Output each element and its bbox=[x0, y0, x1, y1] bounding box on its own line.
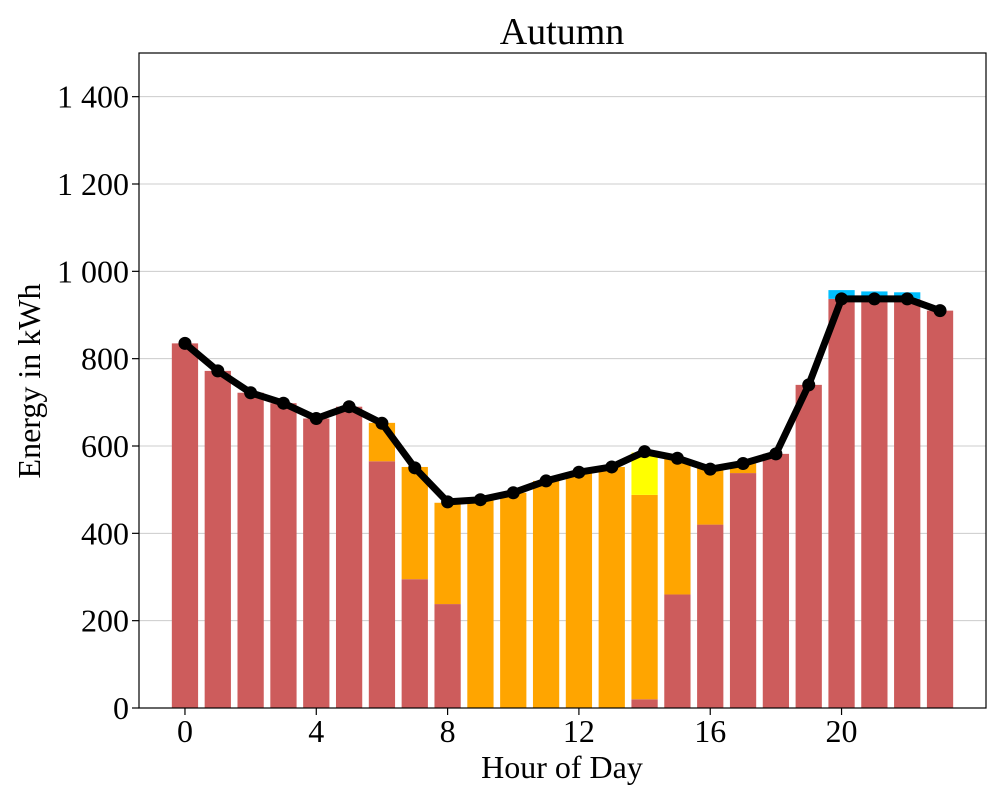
line-point bbox=[244, 386, 258, 400]
bar-segment bbox=[762, 453, 790, 708]
bar-segment bbox=[434, 604, 461, 708]
line-point bbox=[638, 445, 652, 459]
line-point bbox=[342, 400, 356, 414]
bar-segment bbox=[861, 298, 888, 708]
x-tick-label: 12 bbox=[563, 713, 595, 749]
line-point bbox=[375, 416, 389, 430]
bar-segment bbox=[171, 343, 199, 708]
bar-segment bbox=[894, 298, 921, 708]
bar-segment bbox=[532, 480, 560, 708]
plot-border bbox=[138, 52, 987, 709]
bar-segment bbox=[237, 392, 264, 708]
line-point bbox=[670, 451, 684, 465]
line-series bbox=[178, 292, 947, 509]
line-point bbox=[933, 304, 947, 318]
bar-segment bbox=[697, 524, 724, 708]
line-point bbox=[441, 495, 455, 509]
line-point bbox=[835, 292, 849, 306]
bar-segment bbox=[631, 699, 658, 708]
bar-segment bbox=[500, 492, 527, 708]
bar-segment bbox=[664, 459, 691, 595]
line-point bbox=[473, 493, 487, 507]
bar-segment bbox=[631, 494, 658, 700]
line-point bbox=[605, 460, 619, 474]
line-point bbox=[539, 474, 553, 488]
bar-segment bbox=[697, 467, 724, 525]
grid bbox=[139, 96, 986, 622]
plot-frame bbox=[138, 52, 987, 709]
bar-segment bbox=[303, 418, 330, 708]
y-axis: 0 200 400 600 800 1 000 1 200 1 400 bbox=[57, 79, 139, 726]
line-point bbox=[802, 378, 816, 392]
y-tick-label: 1 000 bbox=[57, 253, 129, 289]
line-point bbox=[703, 462, 717, 476]
x-tick-label: 8 bbox=[440, 713, 456, 749]
bar-segment bbox=[598, 466, 625, 708]
bar-segment bbox=[795, 384, 822, 708]
line-point bbox=[900, 292, 914, 306]
bar-segment bbox=[368, 461, 396, 708]
line-point bbox=[211, 364, 225, 378]
bars bbox=[171, 290, 954, 708]
line-point bbox=[178, 336, 192, 350]
line-point bbox=[769, 447, 783, 461]
y-tick-label: 0 bbox=[113, 690, 129, 726]
x-tick-label: 20 bbox=[826, 713, 858, 749]
line-point bbox=[408, 461, 422, 475]
line-point bbox=[506, 486, 520, 500]
line-point bbox=[867, 292, 881, 306]
bar-segment bbox=[729, 473, 757, 708]
chart-title: Autumn bbox=[500, 11, 625, 53]
bar-segment bbox=[335, 406, 363, 708]
x-axis: 0 4 8 12 16 20 bbox=[177, 708, 858, 749]
x-tick-label: 4 bbox=[308, 713, 324, 749]
bar-segment bbox=[926, 310, 954, 708]
x-tick-label: 16 bbox=[694, 713, 726, 749]
y-axis-label: Energy in kWh bbox=[11, 284, 47, 479]
line-point bbox=[572, 465, 586, 479]
x-axis-label: Hour of Day bbox=[481, 749, 643, 785]
bar-segment bbox=[664, 594, 691, 708]
y-tick-label: 200 bbox=[81, 603, 129, 639]
bar-segment bbox=[434, 502, 461, 605]
y-tick-label: 800 bbox=[81, 341, 129, 377]
bar-segment bbox=[401, 466, 428, 580]
y-tick-label: 1 400 bbox=[57, 79, 129, 115]
bar-segment bbox=[204, 370, 231, 708]
bar-segment bbox=[467, 499, 494, 708]
bar-segment bbox=[401, 579, 428, 708]
bar-segment bbox=[828, 298, 855, 708]
line-point bbox=[276, 396, 290, 410]
x-tick-label: 0 bbox=[177, 713, 193, 749]
y-tick-label: 1 200 bbox=[57, 166, 129, 202]
y-tick-label: 400 bbox=[81, 515, 129, 551]
bar-segment bbox=[565, 472, 593, 708]
bar-segment bbox=[270, 403, 297, 708]
y-tick-label: 600 bbox=[81, 428, 129, 464]
line-point bbox=[736, 456, 750, 470]
line-point bbox=[309, 411, 323, 425]
line-path bbox=[182, 295, 942, 506]
